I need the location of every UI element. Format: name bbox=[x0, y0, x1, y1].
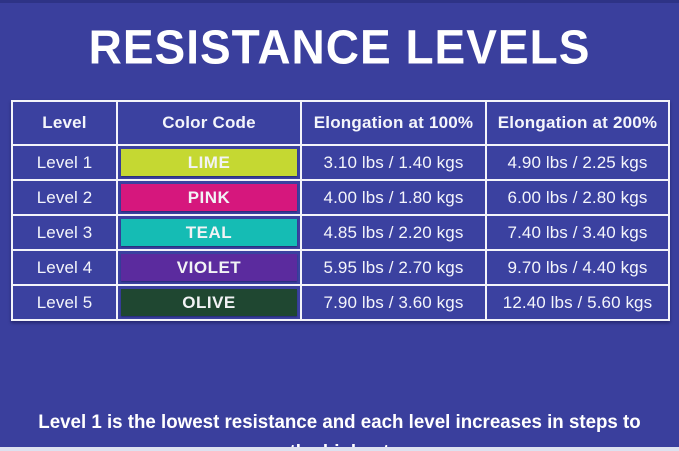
color-code-cell: OLIVE bbox=[116, 284, 302, 321]
resistance-levels-table: Level Color Code Elongation at 100% Elon… bbox=[11, 100, 670, 321]
color-swatch-violet: VIOLET bbox=[121, 254, 297, 281]
elongation-200-cell: 6.00 lbs / 2.80 kgs bbox=[485, 179, 670, 216]
level-cell: Level 1 bbox=[11, 144, 118, 181]
column-header-elongation-100: Elongation at 100% bbox=[300, 100, 487, 146]
footer-note: Level 1 is the lowest resistance and eac… bbox=[33, 347, 646, 451]
elongation-100-cell: 4.85 lbs / 2.20 kgs bbox=[300, 214, 487, 251]
page-title: RESISTANCE LEVELS bbox=[88, 19, 591, 75]
elongation-100-cell: 5.95 lbs / 2.70 kgs bbox=[300, 249, 487, 286]
color-code-cell: PINK bbox=[116, 179, 302, 216]
elongation-200-cell: 4.90 lbs / 2.25 kgs bbox=[485, 144, 670, 181]
elongation-200-cell: 7.40 lbs / 3.40 kgs bbox=[485, 214, 670, 251]
bottom-edge-strip bbox=[0, 447, 679, 451]
column-header-elongation-200: Elongation at 200% bbox=[485, 100, 670, 146]
table-row: Level 3 TEAL 4.85 lbs / 2.20 kgs 7.40 lb… bbox=[11, 214, 670, 251]
table-row: Level 1 LIME 3.10 lbs / 1.40 kgs 4.90 lb… bbox=[11, 144, 670, 181]
color-swatch-pink: PINK bbox=[121, 184, 297, 211]
top-edge-line bbox=[0, 0, 679, 3]
elongation-100-cell: 4.00 lbs / 1.80 kgs bbox=[300, 179, 487, 216]
color-swatch-teal: TEAL bbox=[121, 219, 297, 246]
color-code-cell: LIME bbox=[116, 144, 302, 181]
column-header-level: Level bbox=[11, 100, 118, 146]
level-cell: Level 4 bbox=[11, 249, 118, 286]
elongation-200-cell: 12.40 lbs / 5.60 kgs bbox=[485, 284, 670, 321]
color-code-cell: VIOLET bbox=[116, 249, 302, 286]
level-cell: Level 3 bbox=[11, 214, 118, 251]
column-header-color-code: Color Code bbox=[116, 100, 302, 146]
level-cell: Level 2 bbox=[11, 179, 118, 216]
footer-line: Level 1 is the lowest resistance and eac… bbox=[38, 411, 641, 451]
table-row: Level 2 PINK 4.00 lbs / 1.80 kgs 6.00 lb… bbox=[11, 179, 670, 216]
elongation-100-cell: 3.10 lbs / 1.40 kgs bbox=[300, 144, 487, 181]
color-swatch-olive: OLIVE bbox=[121, 289, 297, 316]
table-row: Level 5 OLIVE 7.90 lbs / 3.60 kgs 12.40 … bbox=[11, 284, 670, 321]
table-header-row: Level Color Code Elongation at 100% Elon… bbox=[11, 100, 670, 146]
elongation-100-cell: 7.90 lbs / 3.60 kgs bbox=[300, 284, 487, 321]
level-cell: Level 5 bbox=[11, 284, 118, 321]
color-code-cell: TEAL bbox=[116, 214, 302, 251]
color-swatch-lime: LIME bbox=[121, 149, 297, 176]
elongation-200-cell: 9.70 lbs / 4.40 kgs bbox=[485, 249, 670, 286]
table-row: Level 4 VIOLET 5.95 lbs / 2.70 kgs 9.70 … bbox=[11, 249, 670, 286]
